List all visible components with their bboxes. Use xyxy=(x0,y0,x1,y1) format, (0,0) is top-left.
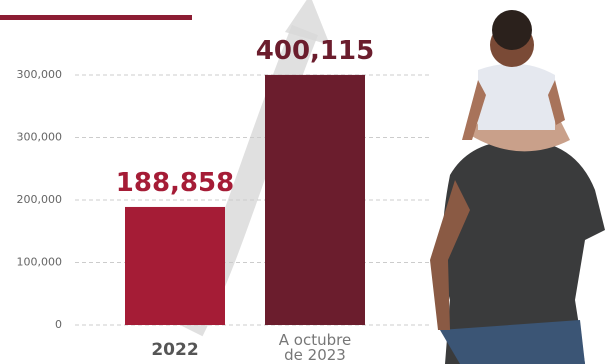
photo xyxy=(430,10,605,364)
value-label: 188,858 xyxy=(116,168,234,198)
x-tick-label: 2022 xyxy=(151,340,199,360)
y-tick-label: 200,000 xyxy=(17,193,63,206)
bar xyxy=(125,206,225,325)
trend-arrow-head xyxy=(285,0,330,45)
y-tick-label: 300,000 xyxy=(17,131,63,144)
y-tick-label: 300,000 xyxy=(17,68,63,81)
y-tick-label: 100,000 xyxy=(17,256,63,269)
title-rule xyxy=(0,15,192,20)
value-label: 400,115 xyxy=(256,36,374,66)
bar xyxy=(265,74,365,325)
y-tick-label: 0 xyxy=(55,318,62,331)
x-tick-label: A octubre de 2023 xyxy=(278,331,352,364)
